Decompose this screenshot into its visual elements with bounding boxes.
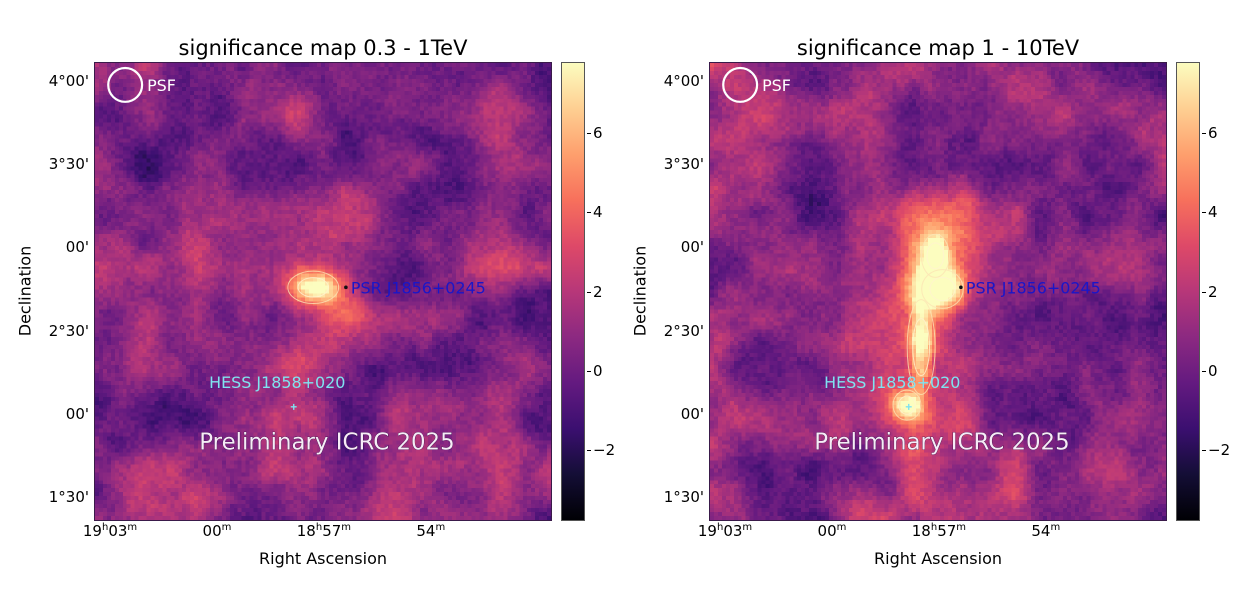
x-tick-hours: 18 xyxy=(296,522,316,540)
x-tick-hours: 19 xyxy=(697,522,717,540)
psf-label: PSF xyxy=(147,76,176,95)
x-tick-label: 54m xyxy=(416,522,445,540)
significance-contour xyxy=(912,318,931,377)
source-marker-dot xyxy=(959,285,963,290)
x-tick-minute-unit: m xyxy=(836,522,847,533)
colorbar xyxy=(1176,62,1200,521)
x-tick-minutes: 00 xyxy=(817,522,837,540)
x-tick-minute-unit: m xyxy=(221,522,232,533)
x-tick-minutes: 54 xyxy=(416,522,436,540)
significance-map: PSF PSR J1856+0245 HESS J1858+020 Prelimina… xyxy=(94,62,552,521)
watermark-text: Preliminary ICRC 2025 xyxy=(199,429,454,455)
x-tick-minute-unit: m xyxy=(341,522,352,533)
x-tick-minutes: 57 xyxy=(322,522,342,540)
x-tick-label: 19h03m xyxy=(83,522,137,540)
significance-contour xyxy=(906,299,936,396)
heatmap-canvas xyxy=(95,63,551,520)
y-axis-label: Declination xyxy=(15,245,35,337)
x-tick-label: 18h57m xyxy=(297,522,351,540)
x-tick-minute-unit: m xyxy=(742,522,753,533)
x-tick-minutes: 54 xyxy=(1031,522,1051,540)
significance-contour xyxy=(297,277,329,298)
significance-contour xyxy=(926,242,945,270)
x-axis-label: Right Ascension xyxy=(259,549,387,568)
x-tick-hour-unit: h xyxy=(101,522,109,533)
chart-title: significance map 0.3 - 1TeV xyxy=(178,36,468,60)
heatmap-canvas xyxy=(710,63,1166,520)
colorbar-tick-label: 0 xyxy=(587,361,603,380)
x-tick-hour-unit: h xyxy=(716,522,724,533)
y-tick-label: 1°30' xyxy=(663,488,704,507)
colorbar-tick-label: 4 xyxy=(1202,203,1218,222)
psf-label: PSF xyxy=(762,76,791,95)
x-tick-label: 19h03m xyxy=(698,522,752,540)
colorbar-tick-label: −2 xyxy=(586,440,616,459)
significance-contour xyxy=(892,389,922,421)
y-tick-label: 00' xyxy=(680,238,704,257)
x-tick-hours: 19 xyxy=(82,522,102,540)
x-tick-label: 00m xyxy=(203,522,232,540)
y-axis-label: Declination xyxy=(630,245,650,337)
colorbar-tick-label: −2 xyxy=(1201,440,1231,459)
colorbar-tick-label: 6 xyxy=(587,124,603,143)
source-marker-dot xyxy=(344,285,348,290)
x-tick-minute-unit: m xyxy=(956,522,967,533)
source-label: HESS J1858+020 xyxy=(824,373,960,392)
x-tick-label: 18h57m xyxy=(912,522,966,540)
y-tick-label: 4°00' xyxy=(663,71,704,90)
significance-contour xyxy=(921,269,964,309)
x-tick-hour-unit: h xyxy=(930,522,938,533)
psf-circle-icon xyxy=(107,66,144,103)
significance-map: PSF PSR J1856+0245 HESS J1858+020 Prelimina… xyxy=(709,62,1167,521)
y-tick-label: 2°30' xyxy=(48,321,89,340)
x-tick-minutes: 03 xyxy=(108,522,128,540)
source-label: PSR J1856+0245 xyxy=(351,278,486,297)
y-tick-label: 00' xyxy=(65,238,89,257)
x-tick-minute-unit: m xyxy=(127,522,138,533)
chart-title: significance map 1 - 10TeV xyxy=(796,36,1080,60)
y-tick-label: 4°00' xyxy=(48,71,89,90)
significance-contour xyxy=(929,276,956,302)
panel-low-energy: significance map 0.3 - 1TeV PSF PSR J1856… xyxy=(0,0,620,606)
source-marker-cross xyxy=(905,403,912,410)
x-tick-hours: 18 xyxy=(911,522,931,540)
x-tick-minute-unit: m xyxy=(435,522,446,533)
y-tick-label: 2°30' xyxy=(663,321,704,340)
x-tick-minute-unit: m xyxy=(1050,522,1061,533)
x-tick-hour-unit: h xyxy=(315,522,323,533)
psf-circle-icon xyxy=(722,66,759,103)
colorbar-tick-label: 4 xyxy=(587,203,603,222)
y-tick-label: 1°30' xyxy=(48,488,89,507)
colorbar-tick-label: 2 xyxy=(587,282,603,301)
x-tick-label: 54m xyxy=(1031,522,1060,540)
colorbar-tick-label: 2 xyxy=(1202,282,1218,301)
watermark-text: Preliminary ICRC 2025 xyxy=(814,429,1069,455)
panel-high-energy: significance map 1 - 10TeV PSF PSR J1856+… xyxy=(615,0,1235,606)
x-tick-minutes: 03 xyxy=(723,522,743,540)
significance-contour xyxy=(920,233,950,278)
map-overlay: PSF PSR J1856+0245 HESS J1858+020 Prelimina… xyxy=(722,66,1101,456)
y-tick-label: 3°30' xyxy=(48,155,89,173)
significance-contour xyxy=(898,395,916,415)
x-tick-minutes: 57 xyxy=(937,522,957,540)
colorbar xyxy=(561,62,585,521)
source-label: HESS J1858+020 xyxy=(209,373,345,392)
source-label: PSR J1856+0245 xyxy=(966,278,1101,297)
colorbar-tick-label: 6 xyxy=(1202,124,1218,143)
x-tick-minutes: 00 xyxy=(202,522,222,540)
y-tick-label: 3°30' xyxy=(663,155,704,173)
y-tick-label: 00' xyxy=(65,405,89,423)
y-tick-label: 00' xyxy=(680,405,704,423)
significance-contour xyxy=(287,270,340,305)
x-axis-label: Right Ascension xyxy=(874,549,1002,568)
map-overlay: PSF PSR J1856+0245 HESS J1858+020 Prelimina… xyxy=(107,66,486,456)
x-tick-label: 00m xyxy=(818,522,847,540)
colorbar-tick-label: 0 xyxy=(1202,361,1218,380)
source-marker-cross xyxy=(290,403,297,410)
